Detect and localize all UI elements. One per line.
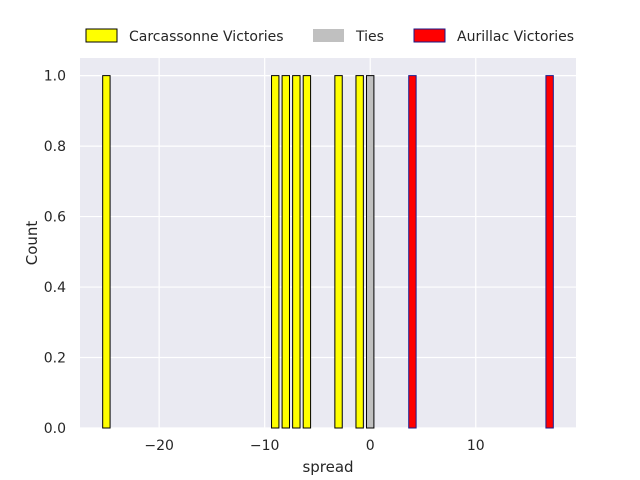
- legend: Carcassonne Victories Ties Aurillac Vict…: [85, 28, 574, 45]
- histogram-bar: [292, 75, 301, 429]
- y-axis-label: Count: [23, 221, 41, 266]
- histogram-bar: [102, 75, 111, 429]
- legend-swatch-carcassonne: [85, 28, 118, 43]
- y-tick-label: 0.2: [44, 351, 66, 367]
- x-tick-label: 10: [467, 438, 485, 454]
- legend-swatch-ties: [313, 29, 344, 42]
- y-tick-label: 0.8: [44, 139, 66, 155]
- histogram-bar: [302, 75, 312, 429]
- legend-label-carcassonne: Carcassonne Victories: [129, 29, 284, 45]
- histogram-bar: [545, 75, 554, 429]
- y-tick-label: 1.0: [44, 69, 66, 85]
- y-tick-label: 0.0: [44, 421, 66, 437]
- legend-swatch-aurillac: [413, 28, 446, 43]
- histogram-bar: [408, 75, 417, 429]
- x-axis-label: spread: [302, 458, 353, 476]
- plot-area: [80, 58, 576, 428]
- y-tick-label: 0.4: [44, 280, 66, 296]
- y-tick-label: 0.6: [44, 210, 66, 226]
- bars: [102, 75, 554, 429]
- histogram-bar: [366, 75, 375, 429]
- x-tick-label: 0: [366, 438, 375, 454]
- histogram-bar: [281, 75, 290, 429]
- histogram-bar: [334, 75, 343, 429]
- legend-label-ties: Ties: [355, 29, 384, 45]
- tick-labels: −20 −10 0 10 0.0 0.2 0.4 0.6 0.8 1.0: [44, 69, 485, 454]
- histogram-bar: [355, 75, 364, 429]
- legend-label-aurillac: Aurillac Victories: [457, 29, 574, 45]
- x-tick-label: −20: [144, 438, 174, 454]
- histogram-bar: [271, 75, 280, 429]
- x-tick-label: −10: [250, 438, 280, 454]
